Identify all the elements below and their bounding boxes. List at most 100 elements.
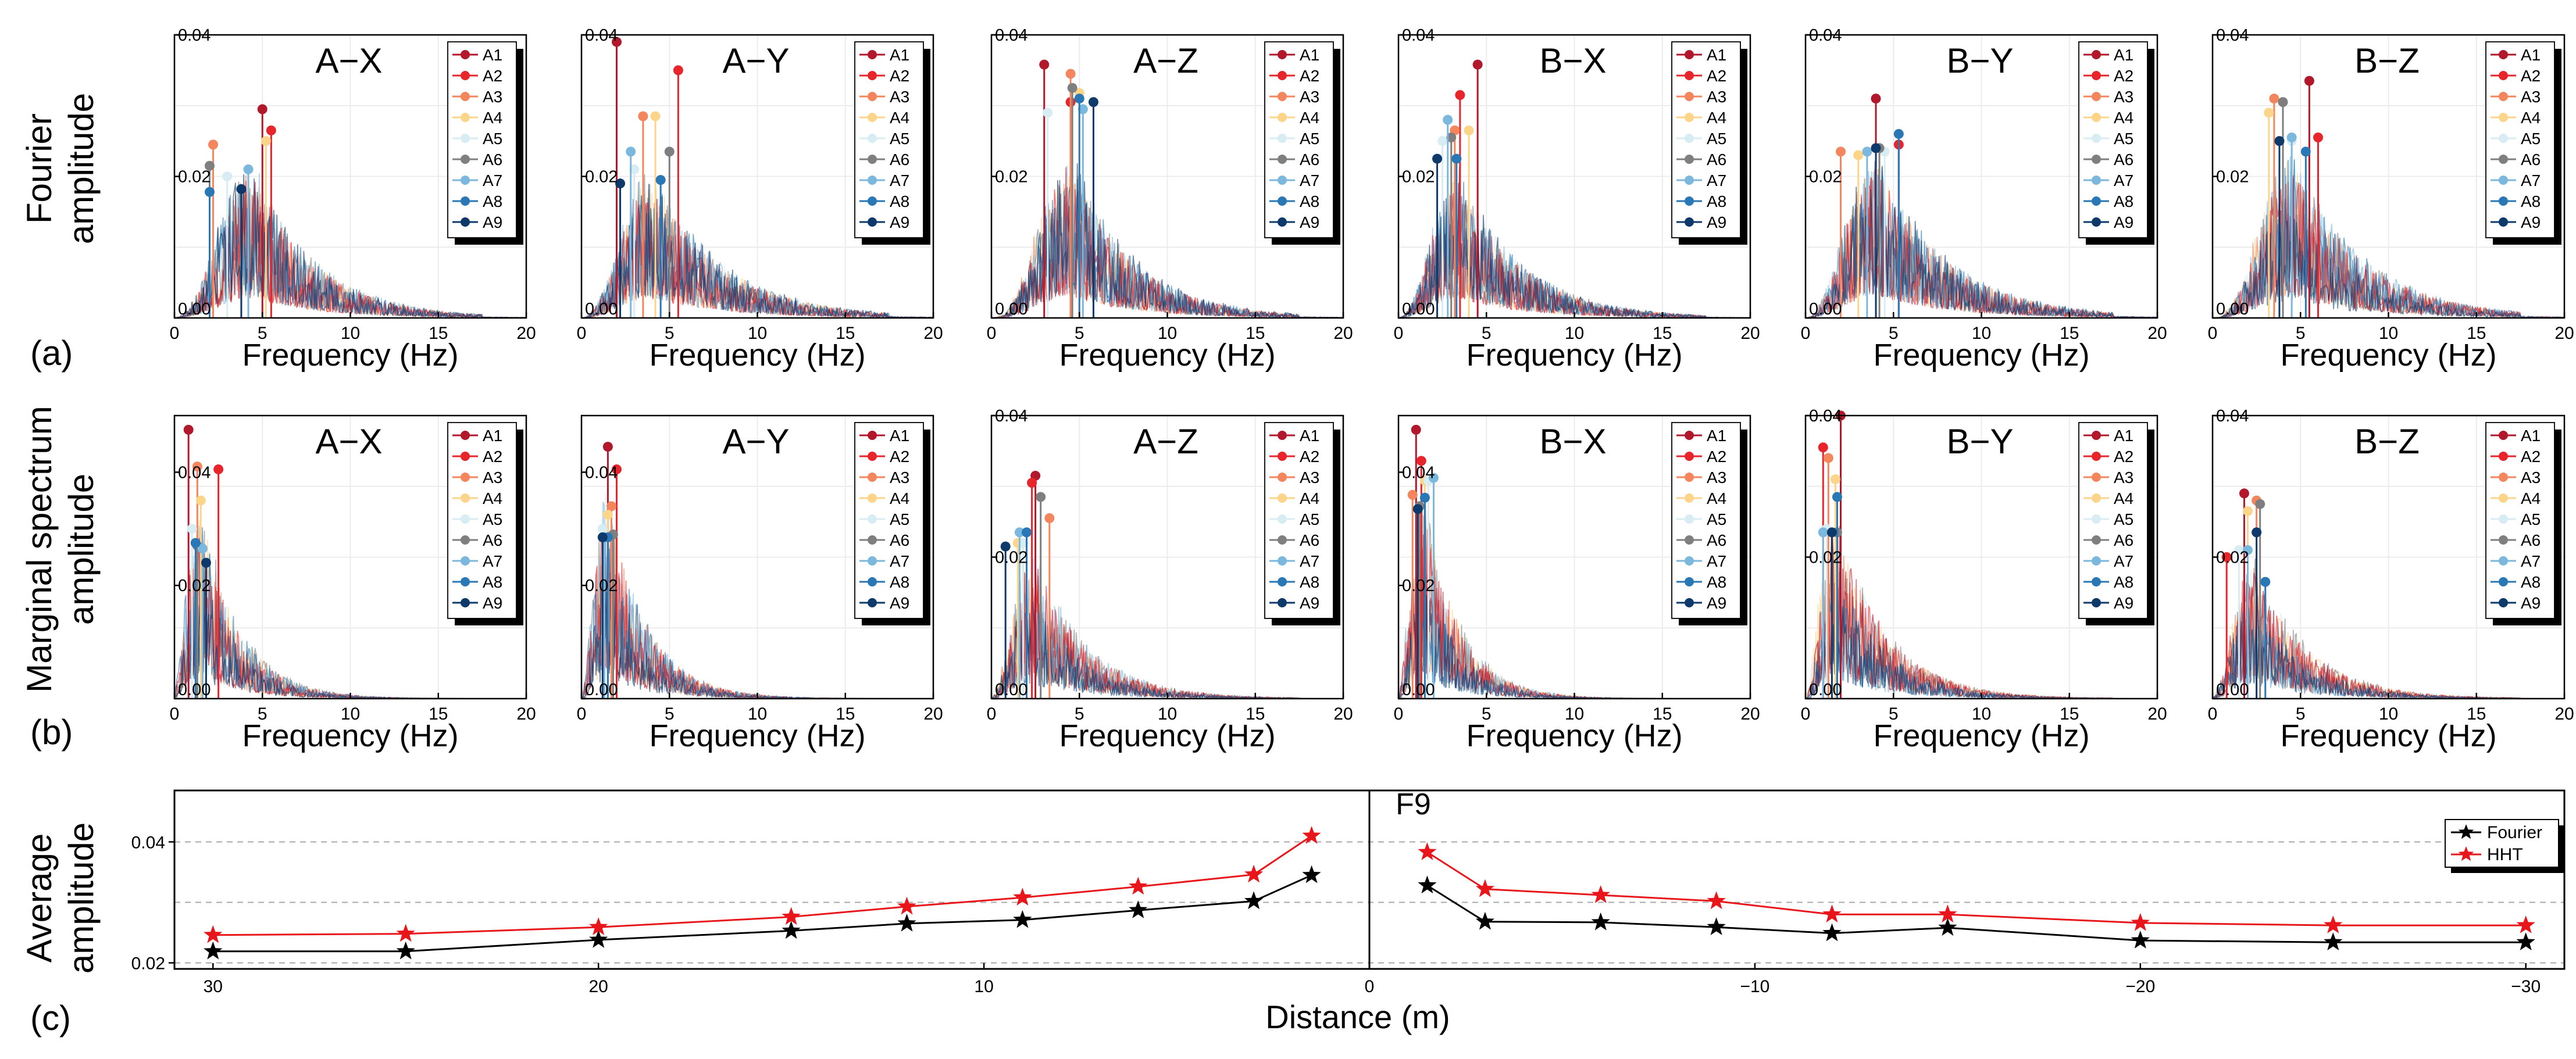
legend-label-A5: A5: [890, 510, 909, 528]
row-c-ylabel-line2: amplitude: [62, 822, 101, 974]
peak-marker-A8: [1419, 492, 1430, 503]
panel-c: F9 30 20 10 0 −10 −20 −30 Distance (m) 0.02 0.04 Fo…: [131, 788, 2566, 1035]
y-tick-label: 0.04: [585, 463, 618, 482]
data-point-fourier: [1475, 911, 1494, 930]
peak-marker-A8: [190, 538, 201, 548]
legend-label-A5: A5: [483, 130, 502, 148]
legend-marker-A9: [2499, 598, 2508, 607]
x-axis-label: Frequency (Hz): [242, 338, 458, 373]
data-point-fourier: [1707, 917, 1726, 935]
panel-title: A−X: [315, 422, 382, 461]
legend-marker-A5: [1278, 514, 1287, 524]
peak-marker-A9: [236, 184, 247, 194]
y-tick-label: 0.00: [178, 681, 210, 699]
data-point-fourier: [1418, 875, 1437, 894]
peak-marker-A3: [2269, 94, 2279, 104]
data-point-hht: [1302, 826, 1321, 844]
legend-label-A6: A6: [1707, 151, 1726, 169]
legend-label-A1: A1: [2114, 427, 2133, 445]
legend-marker-A5: [1278, 134, 1287, 143]
legend-marker-A2: [1685, 71, 1694, 80]
legend-marker-A3: [1685, 92, 1694, 101]
legend-marker-A4: [2092, 493, 2101, 503]
legend-label-A3: A3: [483, 468, 502, 486]
peak-markers: [1432, 59, 1483, 318]
y-axis: 0.02 0.04: [131, 833, 174, 974]
legend-marker-A1: [868, 431, 877, 440]
panel-title: B−Z: [2354, 422, 2420, 461]
legend-marker-A9: [2499, 217, 2508, 227]
data-point-fourier: [2516, 932, 2535, 950]
legend-label-A6: A6: [890, 531, 909, 549]
x-tick-label: 20: [516, 324, 536, 343]
legend: A1 A2 A3 A4 A5 A6 A7 A8 A9: [2485, 41, 2561, 245]
x-tick-label: 0: [170, 324, 180, 343]
y-tick-label: 0.00: [1809, 300, 1842, 319]
data-point-hht: [1707, 891, 1726, 910]
x-tick-label: 0: [2208, 704, 2218, 724]
x-tick-label: 20: [2554, 704, 2574, 724]
peak-marker-A6: [205, 160, 215, 171]
legend-label-A5: A5: [1707, 510, 1726, 528]
legend-marker-A7: [1278, 556, 1287, 566]
peak-markers: [612, 37, 683, 318]
data-point-fourier: [1938, 918, 1957, 936]
legend-marker-A1: [461, 431, 470, 440]
legend-label-A6: A6: [1300, 151, 1319, 169]
peak-marker-A4: [1830, 474, 1840, 485]
data-point-hht: [1822, 904, 1842, 923]
legend-label-A4: A4: [1707, 489, 1726, 507]
legend-marker-A6: [868, 155, 877, 164]
x-tick-label: 0: [1394, 704, 1404, 724]
legend-label-A2: A2: [2521, 67, 2541, 85]
y-tick-label: 0.04: [995, 407, 1027, 425]
legend-marker-A1: [2499, 431, 2508, 440]
x-axis: 0 5 10 15 20 Frequency (Hz): [1801, 312, 2167, 373]
legend-label-A4: A4: [890, 109, 909, 127]
peak-marker-A2: [1455, 90, 1465, 100]
legend-label-A8: A8: [2114, 192, 2133, 210]
x-tick-label: 0: [1394, 324, 1404, 343]
legend-box: [2078, 41, 2148, 238]
legend-marker-A9: [1278, 598, 1287, 607]
legend-label-A2: A2: [483, 67, 502, 85]
peak-marker-A1: [1871, 94, 1881, 104]
legend-label-A7: A7: [2521, 171, 2541, 189]
legend-label-A2: A2: [2114, 448, 2133, 466]
legend-marker-A3: [2092, 92, 2101, 101]
legend-marker-A8: [2499, 196, 2508, 206]
legend-marker-A3: [2092, 473, 2101, 482]
peak-marker-A9: [2274, 136, 2285, 146]
peak-marker-A1: [2304, 76, 2314, 86]
peak-marker-A3: [192, 461, 202, 472]
peak-marker-A4: [2264, 108, 2274, 118]
legend-label-A7: A7: [1300, 552, 1319, 570]
y-axis: 0.00 0.02 0.04: [581, 463, 618, 700]
legend: A1 A2 A3 A4 A5 A6 A7 A8 A9: [447, 422, 523, 625]
peak-marker-A7: [243, 164, 254, 174]
peak-marker-A6: [664, 146, 675, 157]
peak-markers: [1407, 424, 1439, 699]
legend-marker-A8: [1685, 577, 1694, 586]
legend-label-A9: A9: [483, 213, 502, 231]
data-point-hht: [396, 924, 415, 942]
legend-label-A3: A3: [1300, 88, 1319, 106]
data-point-fourier: [2324, 932, 2343, 950]
peak-marker-A8: [655, 175, 666, 185]
legend-label-A2: A2: [1300, 448, 1319, 466]
legend-marker-A6: [1278, 535, 1287, 545]
y-tick-label: 0.04: [995, 26, 1027, 45]
legend-marker-A9: [1278, 217, 1287, 227]
legend-marker-A1: [1278, 50, 1287, 59]
legend-label-A9: A9: [1300, 213, 1319, 231]
legend-label-A1: A1: [890, 427, 909, 445]
legend-label-A9: A9: [483, 594, 502, 612]
x-tick-label: 15: [836, 704, 855, 724]
x-tick-label: 15: [2467, 324, 2486, 343]
row-a-ylabel-line1: Fourier: [20, 113, 59, 224]
y-tick-label: 0.04: [178, 26, 210, 45]
